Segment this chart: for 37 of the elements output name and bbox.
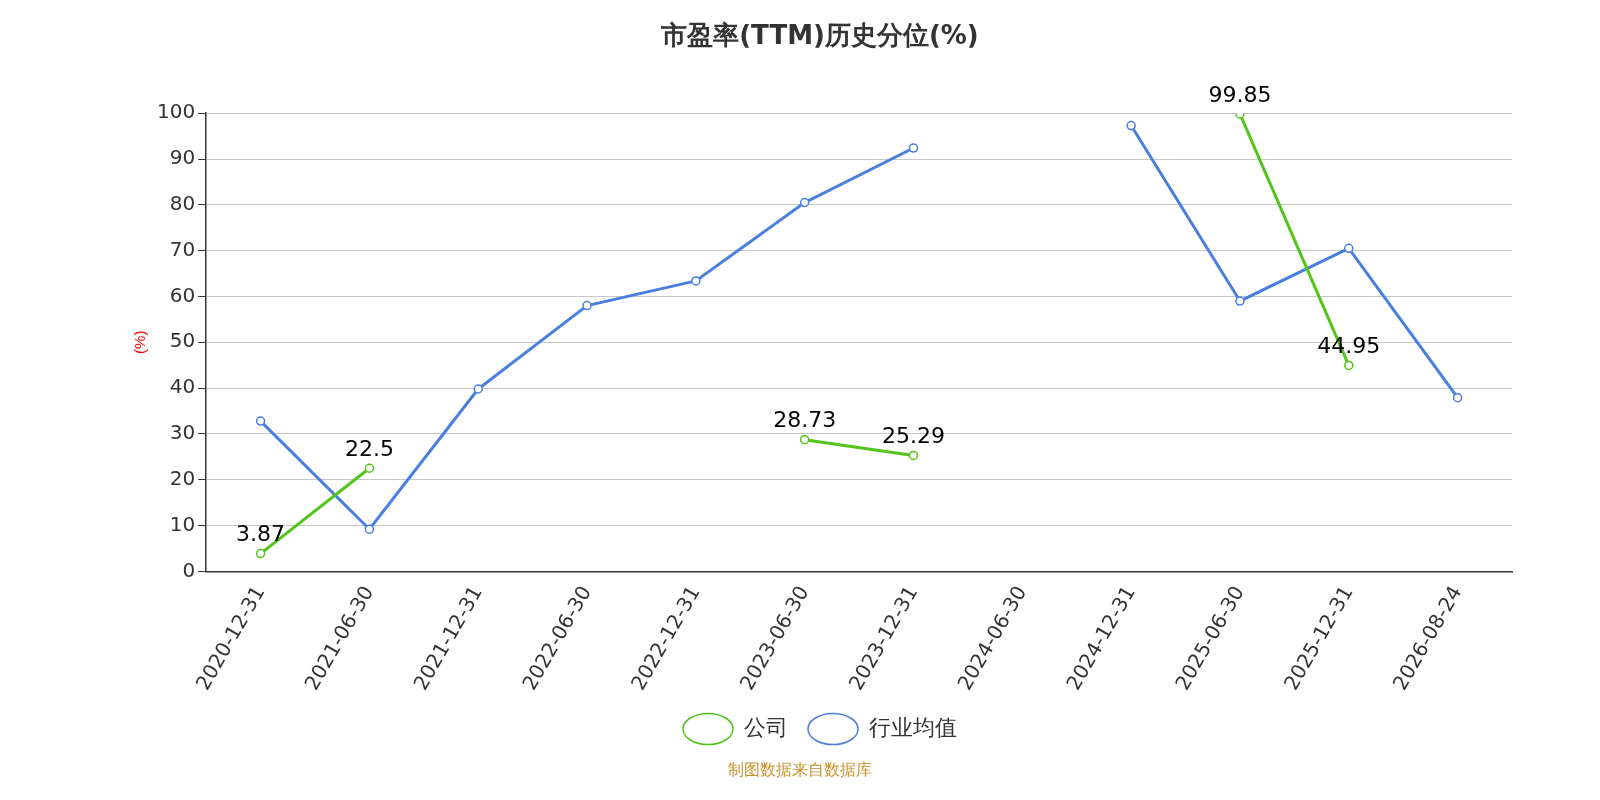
data-label: 99.85 (1208, 81, 1272, 107)
text: 制图数据来自数据库 (727, 760, 873, 781)
y-tick-label: 80 (169, 191, 196, 216)
point (1452, 392, 1463, 403)
point (799, 197, 810, 208)
point (908, 143, 919, 153)
y-axis-title: (%) (131, 330, 149, 354)
data-label: 28.73 (773, 407, 837, 433)
point (1126, 120, 1136, 131)
data-label: 22.5 (344, 435, 394, 461)
point (1235, 296, 1245, 306)
point (691, 276, 701, 286)
y-tick-label: 10 (169, 511, 196, 536)
point (364, 524, 375, 534)
legend-label: 行业均值 (869, 714, 957, 740)
point (1344, 243, 1354, 254)
y-tick-label: 60 (169, 282, 196, 307)
point (255, 416, 266, 426)
y-tick-label: 40 (169, 374, 196, 399)
data-label: 3.87 (236, 521, 286, 547)
y-tick-label: 70 (169, 236, 196, 261)
point (473, 384, 483, 394)
data-label: 25.29 (882, 423, 945, 449)
y-tick-label: 20 (169, 465, 196, 490)
y-tick-label: 0 (182, 557, 196, 582)
y-tick-label: 50 (169, 328, 196, 353)
y-tick-label: 30 (169, 420, 196, 445)
point (364, 463, 375, 474)
point (582, 300, 592, 311)
chart-title: 市盈率(TTM)历史分位(%) (660, 20, 979, 51)
y-tick-label: 100 (156, 99, 196, 124)
point (255, 548, 266, 559)
point (799, 434, 810, 445)
y-tick-label: 90 (169, 145, 196, 170)
point (908, 450, 919, 461)
point (1344, 360, 1354, 371)
legend-label: 公司 (744, 714, 788, 740)
